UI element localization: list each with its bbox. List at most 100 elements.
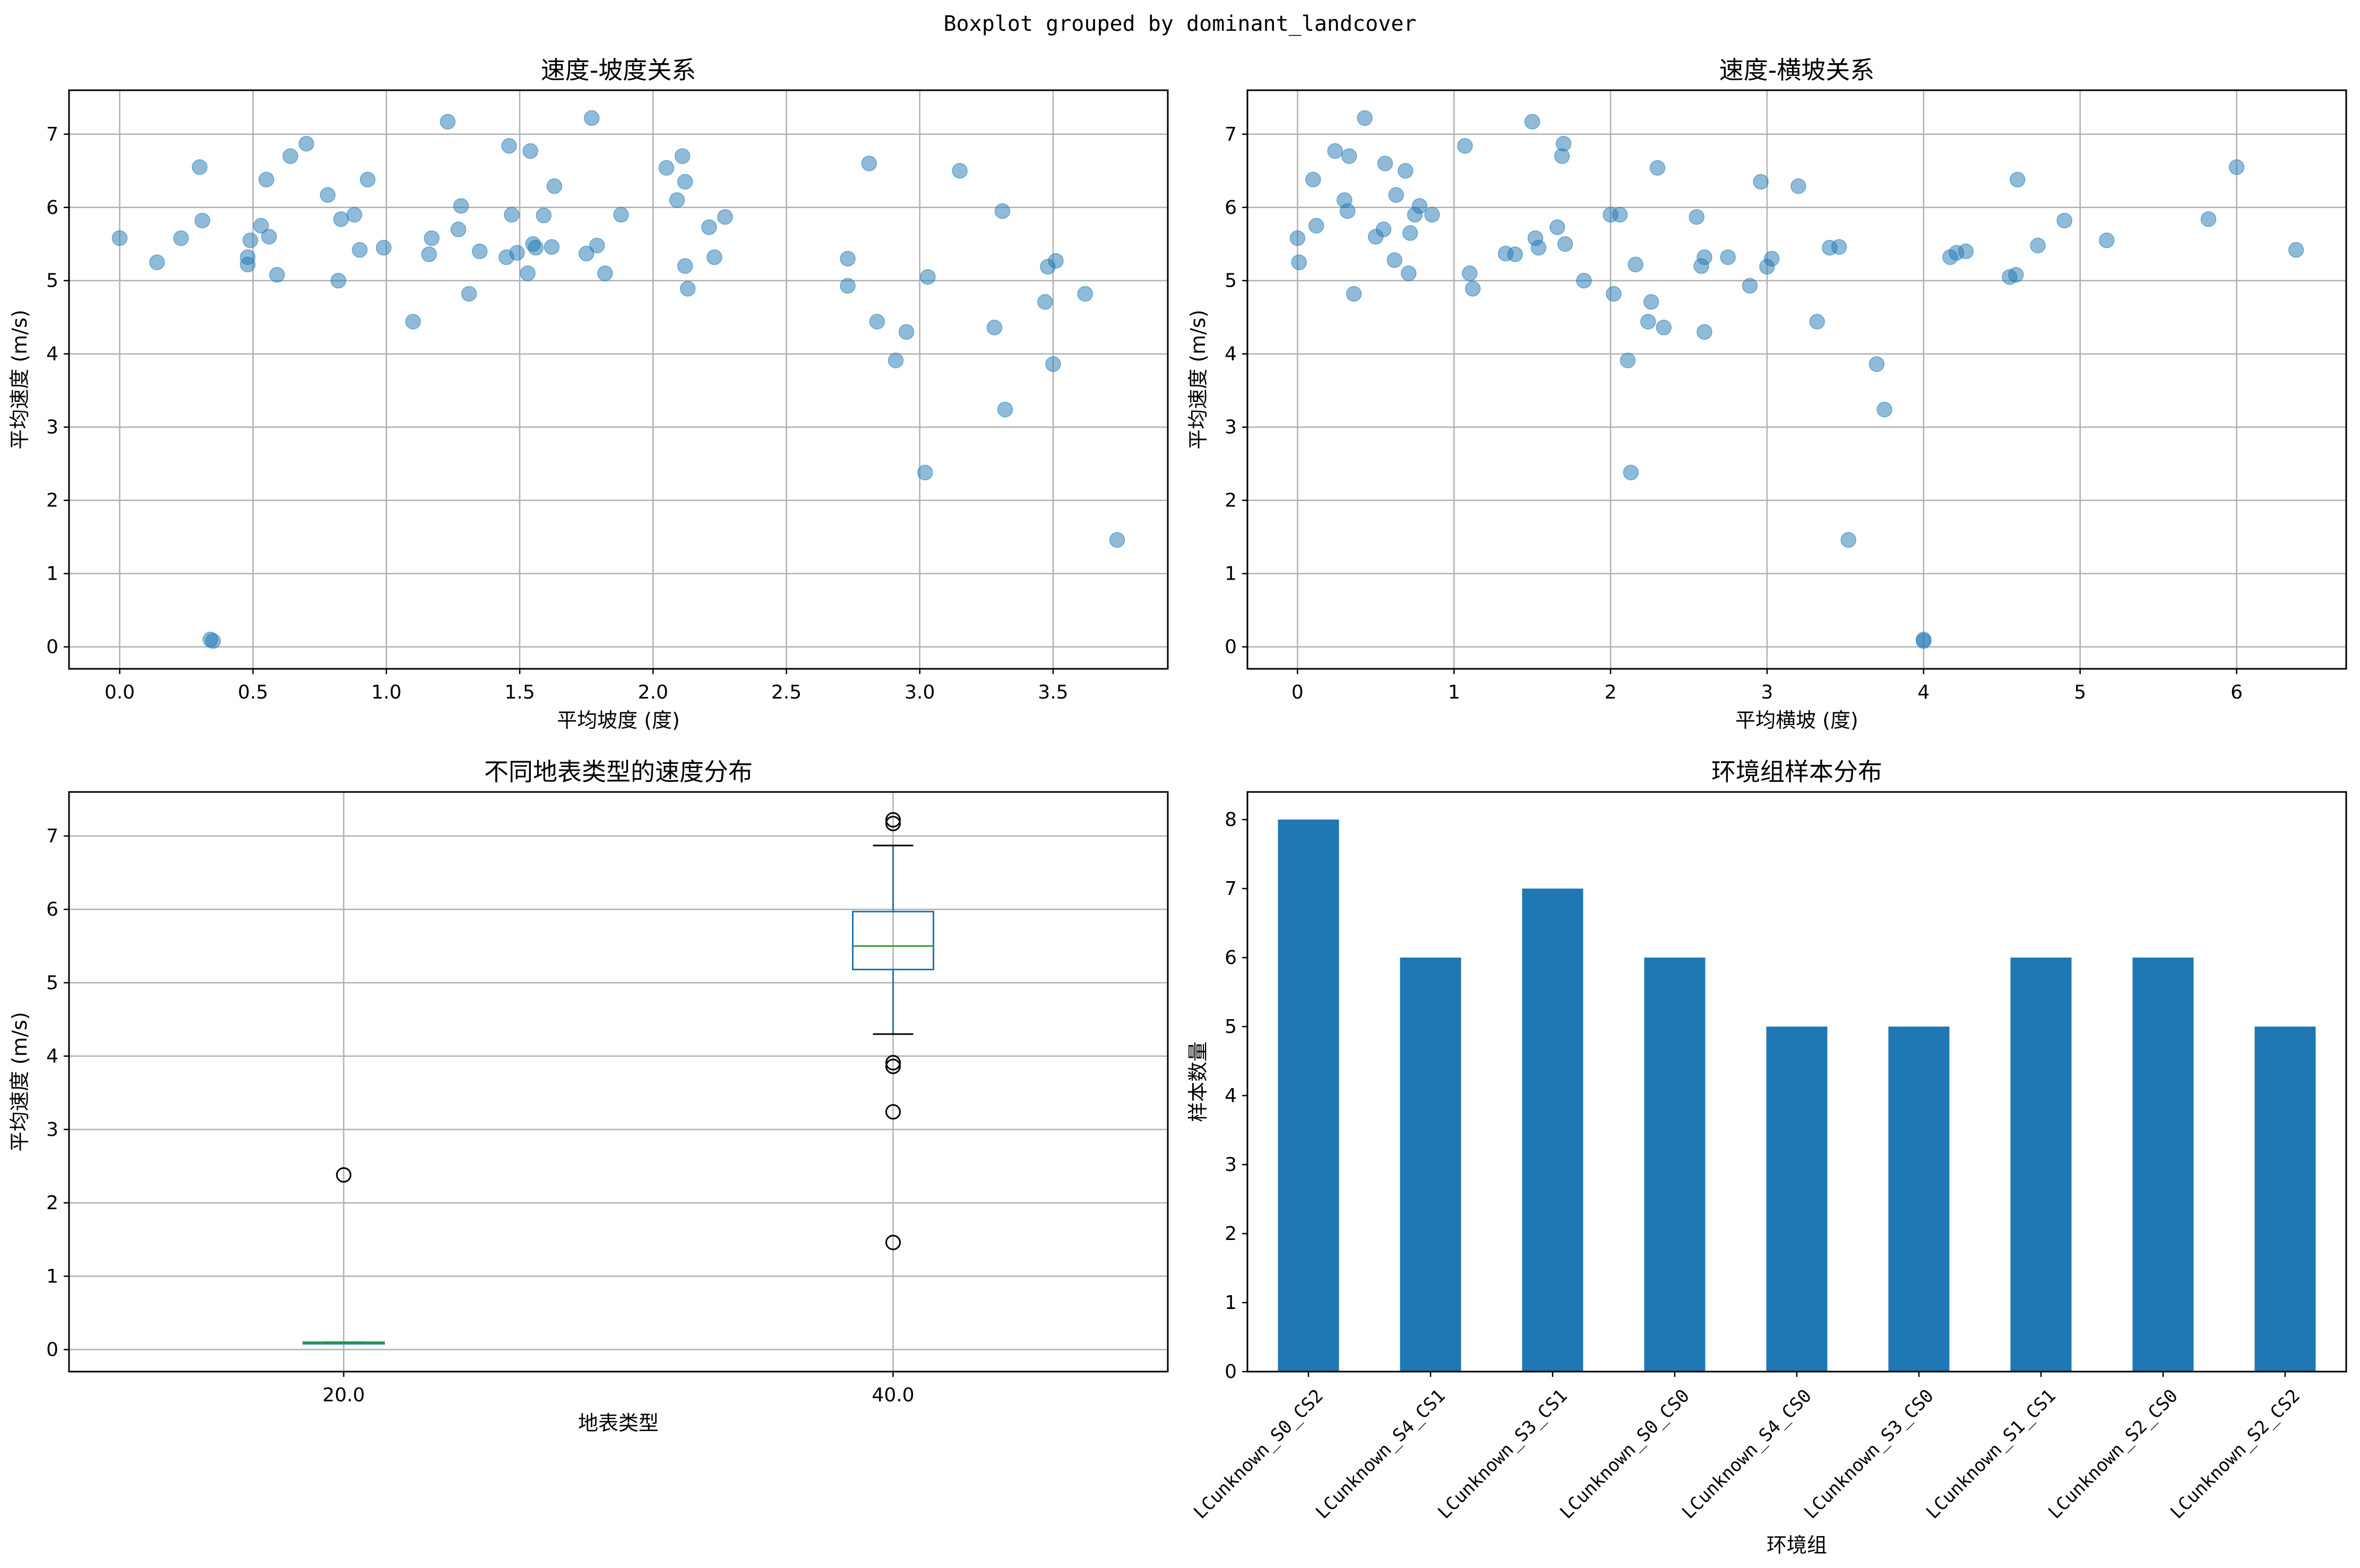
scatter-point bbox=[405, 314, 421, 330]
scatter-point bbox=[239, 249, 256, 265]
scatter-point bbox=[1375, 221, 1392, 237]
y-tick-label: 4 bbox=[1225, 343, 1237, 365]
scatter-point bbox=[544, 239, 560, 255]
y-tick-label: 5 bbox=[1225, 270, 1237, 292]
bar-LCunknown_S1_CS1 bbox=[2010, 958, 2072, 1372]
scatter-point bbox=[1557, 236, 1573, 252]
scatter-point bbox=[2030, 237, 2046, 254]
scatter-point bbox=[861, 156, 877, 171]
axes-frame bbox=[1246, 89, 2347, 670]
scatter-point bbox=[1620, 352, 1636, 368]
scatter-point bbox=[501, 138, 517, 154]
scatter-point bbox=[1530, 239, 1547, 256]
scatter-point bbox=[440, 114, 456, 130]
scatter-point bbox=[192, 159, 208, 175]
scatter-point bbox=[1037, 294, 1053, 310]
scatter-point bbox=[205, 633, 221, 649]
scatter-point bbox=[261, 229, 277, 245]
scatter-point bbox=[840, 278, 856, 294]
scatter-point bbox=[717, 209, 733, 225]
scatter-point bbox=[917, 464, 933, 480]
scatter-point bbox=[1507, 246, 1523, 262]
bar-LCunknown_S0_CS0 bbox=[1644, 958, 1706, 1372]
outlier-point bbox=[885, 1104, 901, 1120]
y-tick-label: 7 bbox=[46, 825, 58, 847]
scatter-point bbox=[1649, 160, 1666, 176]
x-tick-label: 3.5 bbox=[1038, 682, 1068, 703]
scatter-point bbox=[994, 203, 1011, 219]
scatter-point bbox=[1339, 203, 1356, 219]
scatter-point bbox=[111, 230, 128, 246]
scatter-point bbox=[1612, 206, 1628, 223]
x-tick-label: 1.5 bbox=[504, 682, 535, 703]
y-axis-label: 平均速度 (m/s) bbox=[8, 309, 31, 449]
y-tick-label: 3 bbox=[1225, 1154, 1237, 1176]
y-tick-label: 3 bbox=[1225, 417, 1237, 438]
scatter-point bbox=[351, 242, 368, 258]
scatter-point bbox=[461, 286, 477, 302]
scatter-point bbox=[1696, 324, 1712, 340]
scatter-point bbox=[1840, 532, 1857, 548]
scatter-point bbox=[346, 206, 363, 223]
scatter-point bbox=[1388, 187, 1404, 203]
x-tick-label: 0.0 bbox=[105, 682, 135, 703]
y-axis-label: 样本数量 bbox=[1186, 1041, 1210, 1122]
scatter-point bbox=[1289, 230, 1306, 246]
x-tick-label: 3 bbox=[1761, 682, 1773, 703]
scatter-point bbox=[450, 221, 467, 237]
scatter-point bbox=[597, 265, 613, 281]
scatter-point bbox=[1346, 286, 1362, 302]
scatter-point bbox=[1461, 265, 1478, 281]
scatter-point bbox=[1411, 198, 1428, 214]
figure-suptitle: Boxplot grouped by dominant_landcover bbox=[943, 12, 1416, 36]
scatter-point bbox=[453, 198, 469, 214]
scatter-point bbox=[194, 212, 210, 229]
scatter-point bbox=[701, 219, 717, 235]
scatter-point bbox=[1916, 633, 1932, 649]
y-tick-label: 2 bbox=[1225, 1223, 1237, 1245]
outlier-point bbox=[885, 815, 901, 831]
bar-LCunknown_S4_CS1 bbox=[1400, 958, 1461, 1372]
subplot-title: 环境组样本分布 bbox=[1711, 757, 1882, 786]
scatter-point bbox=[1809, 314, 1825, 330]
y-tick-label: 0 bbox=[1225, 1361, 1237, 1383]
scatter-point bbox=[898, 324, 915, 340]
bar-LCunknown_S0_CS2 bbox=[1278, 820, 1339, 1372]
y-tick-label: 0 bbox=[46, 1339, 58, 1361]
scatter-point bbox=[1576, 272, 1592, 289]
boxplot-20.0 bbox=[303, 1167, 385, 1345]
x-axis-label: 地表类型 bbox=[578, 1411, 659, 1435]
x-axis-label: 平均坡度 (度) bbox=[557, 709, 680, 732]
scatter-point bbox=[1958, 243, 1974, 260]
scatter-point bbox=[298, 135, 314, 152]
x-tick-label: 5 bbox=[2074, 682, 2086, 703]
x-tick-label: 2.5 bbox=[771, 682, 802, 703]
scatter-point bbox=[520, 265, 536, 281]
y-tick-label: 3 bbox=[46, 417, 58, 438]
y-tick-label: 6 bbox=[1225, 947, 1237, 969]
y-tick-label: 2 bbox=[46, 490, 58, 512]
x-tick-label: 2 bbox=[1605, 682, 1617, 703]
scatter-point bbox=[658, 160, 675, 176]
scatter-point bbox=[1398, 163, 1414, 179]
scatter-point bbox=[509, 245, 525, 261]
bar-LCunknown_S3_CS0 bbox=[1888, 1027, 1950, 1372]
scatter-point bbox=[536, 208, 552, 223]
scatter-point bbox=[1386, 252, 1402, 268]
scatter-point bbox=[613, 206, 629, 223]
scatter-point bbox=[1308, 218, 1324, 234]
subplot-1: 0.0 0.5 1.0 1.5 2.0 2.5 3.0 3.5 0 1 2 3 4 5 6 7 速度-坡度关系平… bbox=[8, 56, 1169, 732]
scatter-point bbox=[2056, 212, 2072, 229]
y-tick-label: 2 bbox=[1225, 490, 1237, 512]
x-tick-label: 3.0 bbox=[905, 682, 935, 703]
scatter-point bbox=[888, 352, 904, 368]
scatter-point bbox=[1327, 143, 1343, 159]
scatter-point bbox=[421, 246, 437, 262]
scatter-point bbox=[707, 249, 722, 265]
scatter-point bbox=[359, 171, 376, 188]
subplot-title: 速度-横坡关系 bbox=[1719, 56, 1875, 84]
scatter-point bbox=[1656, 320, 1672, 335]
scatter-point bbox=[2010, 171, 2026, 188]
y-tick-label: 8 bbox=[1225, 809, 1237, 831]
